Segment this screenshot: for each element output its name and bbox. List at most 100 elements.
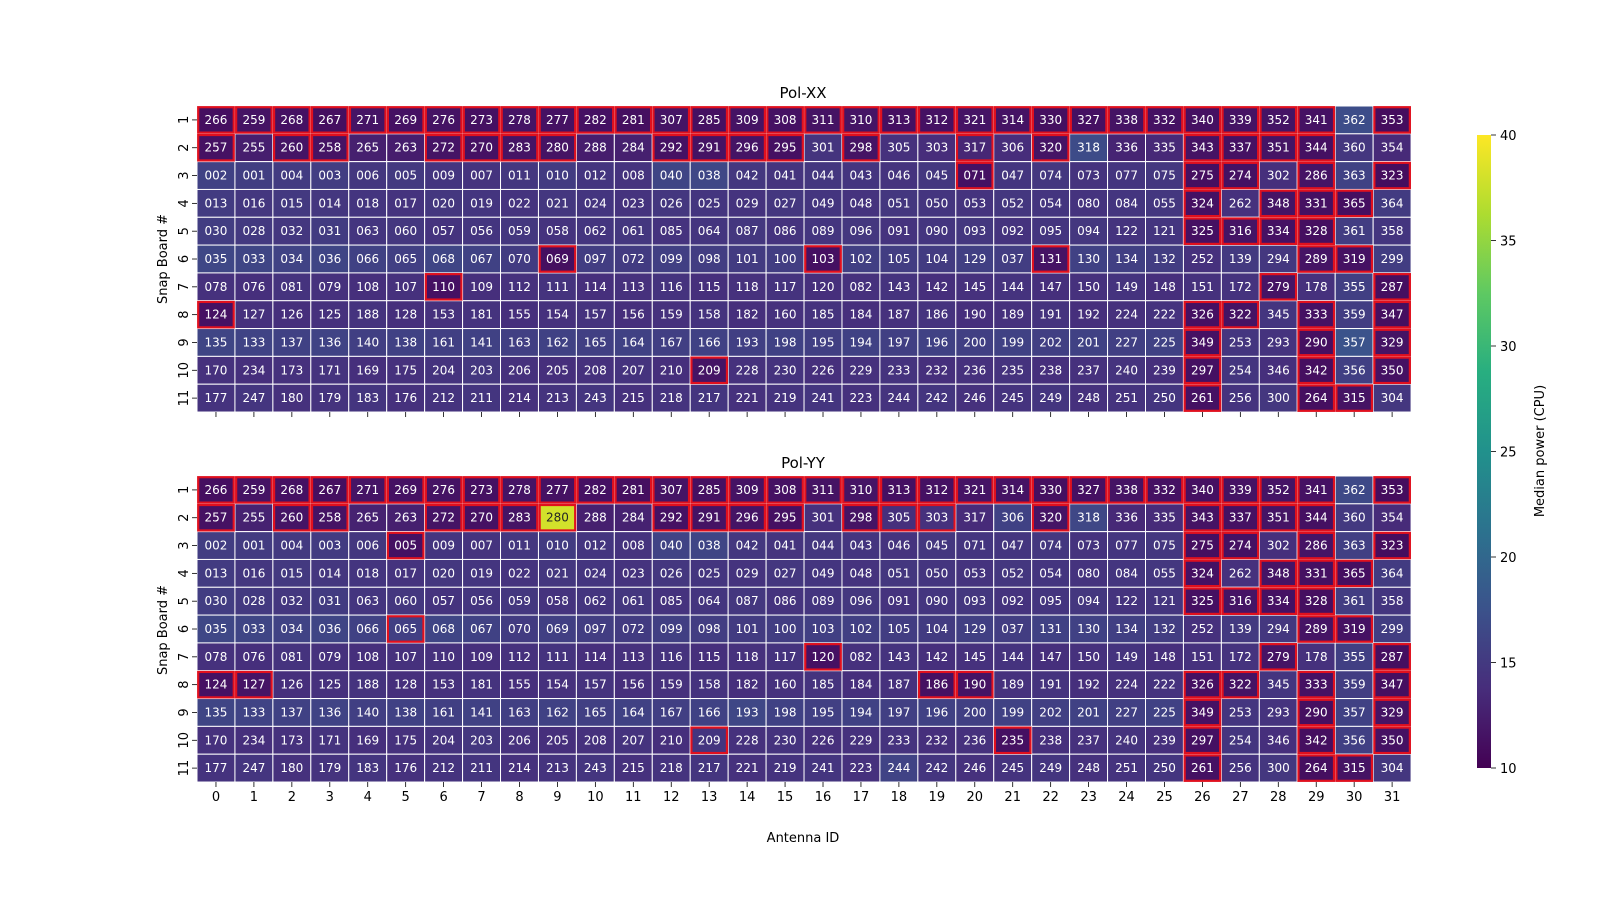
cell-label: 342 xyxy=(1305,733,1328,747)
cell-label: 210 xyxy=(660,363,683,377)
heatmap-cell xyxy=(1372,244,1412,274)
heatmap-cell xyxy=(462,586,502,616)
cell-label: 179 xyxy=(318,761,341,775)
flagged-cell-outline xyxy=(272,503,311,532)
heatmap-cell xyxy=(613,188,653,218)
cell-label: 175 xyxy=(394,733,417,747)
cell-label: 258 xyxy=(318,511,341,525)
flagged-cell-outline xyxy=(766,133,804,162)
cell-label: 068 xyxy=(432,252,455,266)
heatmap-cell xyxy=(955,475,995,505)
flagged-cell-outline xyxy=(538,133,577,162)
heatmap-cell xyxy=(1220,670,1260,700)
flagged-cell-outline xyxy=(462,476,501,504)
heatmap-cell xyxy=(651,244,691,274)
cell-label: 049 xyxy=(812,566,835,580)
heatmap-cell xyxy=(841,698,881,727)
cell-label: 012 xyxy=(584,539,607,553)
heatmap-cell xyxy=(1372,698,1412,727)
cell-label: 104 xyxy=(925,622,948,636)
cell-label: 071 xyxy=(963,539,986,553)
cell-label: 061 xyxy=(622,594,645,608)
cell-label: 155 xyxy=(508,678,531,692)
heatmap-cell xyxy=(803,558,843,588)
cell-label: 111 xyxy=(546,650,569,664)
cell-label: 066 xyxy=(356,252,379,266)
cell-label: 086 xyxy=(774,594,797,608)
cell-label: 092 xyxy=(1001,594,1024,608)
flagged-cell-outline xyxy=(1107,106,1146,134)
heatmap-cell xyxy=(500,698,539,727)
heatmap-cell xyxy=(1031,558,1071,588)
cell-label: 182 xyxy=(736,678,759,692)
cell-label: 055 xyxy=(1153,566,1176,580)
flagged-cell-outline xyxy=(1335,189,1374,218)
cell-label: 225 xyxy=(1153,335,1176,349)
flagged-cell-outline xyxy=(1297,559,1336,588)
cell-label: 259 xyxy=(242,113,265,127)
cell-label: 215 xyxy=(622,391,645,405)
x-tick-label: 10 xyxy=(587,790,604,805)
heatmap-cell xyxy=(1069,475,1109,505)
cell-label: 036 xyxy=(318,252,341,266)
heatmap-cell xyxy=(727,383,767,413)
heatmap-cell xyxy=(1031,161,1071,190)
cell-label: 157 xyxy=(584,678,607,692)
cell-label: 321 xyxy=(963,113,986,127)
cell-label: 153 xyxy=(432,308,455,322)
flagged-cell-outline xyxy=(993,726,1032,755)
heatmap-cell xyxy=(1107,383,1147,413)
flagged-cell-outline xyxy=(614,106,653,134)
heatmap-cell xyxy=(1372,558,1412,588)
cell-label: 350 xyxy=(1381,363,1404,377)
cell-label: 199 xyxy=(1001,705,1024,719)
cell-label: 227 xyxy=(1115,705,1138,719)
heatmap-cell xyxy=(1031,216,1071,246)
cell-label: 250 xyxy=(1153,761,1176,775)
x-tick-label: 12 xyxy=(663,790,680,805)
heatmap-cell xyxy=(272,698,312,727)
cell-label: 230 xyxy=(774,363,797,377)
cell-label: 221 xyxy=(736,391,759,405)
cell-label: 122 xyxy=(1115,594,1138,608)
cell-label: 298 xyxy=(849,511,872,525)
flagged-cell-outline xyxy=(348,106,387,134)
cell-label: 356 xyxy=(1343,363,1366,377)
heatmap-cell xyxy=(841,670,881,700)
y-tick-label-pol-xx: 4 xyxy=(177,199,192,207)
heatmap-cell xyxy=(1258,670,1298,700)
cell-label: 015 xyxy=(280,566,303,580)
cell-label: 096 xyxy=(849,594,872,608)
cell-label: 290 xyxy=(1305,705,1328,719)
cell-label: 207 xyxy=(622,363,645,377)
heatmap-cell xyxy=(462,355,502,385)
heatmap-cell xyxy=(727,216,767,246)
flagged-cell-outline xyxy=(386,106,425,134)
cell-label: 023 xyxy=(622,196,645,210)
cell-label: 025 xyxy=(698,566,721,580)
cell-label: 310 xyxy=(849,113,872,127)
heatmap-cell xyxy=(727,614,767,644)
cell-label: 206 xyxy=(508,733,531,747)
heatmap-cell xyxy=(1372,383,1412,413)
cell-label: 191 xyxy=(1039,308,1062,322)
heatmap-cell xyxy=(386,105,426,135)
flagged-cell-outline xyxy=(310,503,349,532)
cell-label: 095 xyxy=(1039,594,1062,608)
cell-label: 034 xyxy=(280,622,303,636)
cell-label: 095 xyxy=(1039,224,1062,238)
flagged-cell-outline xyxy=(1373,328,1411,357)
cell-label: 323 xyxy=(1381,169,1404,183)
cell-label: 309 xyxy=(736,113,759,127)
cell-label: 033 xyxy=(242,252,265,266)
heatmap-cell xyxy=(613,614,653,644)
heatmap-cell xyxy=(424,383,464,413)
cell-label: 362 xyxy=(1343,483,1366,497)
cell-label: 140 xyxy=(356,335,379,349)
flagged-cell-outline xyxy=(955,476,994,504)
heatmap-cell xyxy=(689,272,729,302)
cell-label: 176 xyxy=(394,761,417,775)
cell-label: 115 xyxy=(698,280,721,294)
heatmap-cell xyxy=(1372,216,1412,246)
heatmap-cell xyxy=(575,586,615,616)
